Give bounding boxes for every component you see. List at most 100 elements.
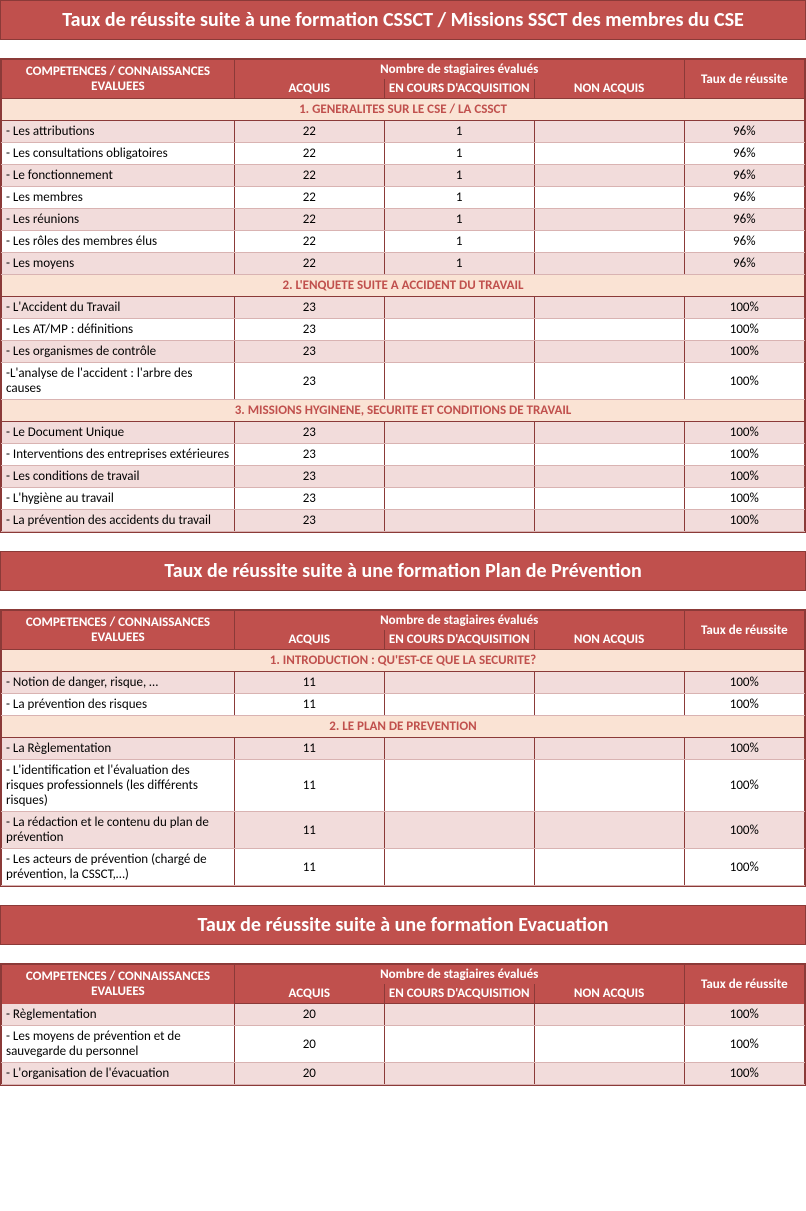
cell-label: - La rédaction et le contenu du plan de … (2, 812, 235, 849)
table-row: - La rédaction et le contenu du plan de … (2, 812, 805, 849)
cell-acquis: 23 (234, 466, 384, 488)
data-table: COMPETENCES / CONNAISSANCES EVALUEESNomb… (1, 59, 805, 532)
cell-acquis: 23 (234, 422, 384, 444)
cell-nonacquis (534, 672, 684, 694)
group-header-cell: 3. MISSIONS HYGINENE, SECURITE ET CONDIT… (2, 400, 805, 422)
section-title: Taux de réussite suite à une formation C… (0, 0, 806, 40)
spacer (0, 40, 806, 58)
report-section: Taux de réussite suite à une formation C… (0, 0, 806, 533)
cell-label: - Les attributions (2, 121, 235, 143)
cell-nonacquis (534, 510, 684, 532)
cell-acquis: 23 (234, 341, 384, 363)
cell-label: - L'hygiène au travail (2, 488, 235, 510)
cell-label: - L'Accident du Travail (2, 297, 235, 319)
cell-label: - Les membres (2, 187, 235, 209)
cell-nonacquis (534, 209, 684, 231)
col-header-acquis: ACQUIS (234, 79, 384, 99)
col-header-nonacquis: NON ACQUIS (534, 630, 684, 650)
col-header-competences: COMPETENCES / CONNAISSANCES EVALUEES (2, 60, 235, 99)
cell-nonacquis (534, 231, 684, 253)
table-row: - Les moyens22196% (2, 253, 805, 275)
cell-acquis: 11 (234, 849, 384, 886)
cell-label: - Règlementation (2, 1004, 235, 1026)
cell-encours: 1 (384, 165, 534, 187)
table-header-row: COMPETENCES / CONNAISSANCES EVALUEESNomb… (2, 611, 805, 631)
cell-label: - Le fonctionnement (2, 165, 235, 187)
group-header-cell: 1. GENERALITES SUR LE CSE / LA CSSCT (2, 99, 805, 121)
cell-taux: 100% (684, 341, 804, 363)
cell-taux: 100% (684, 812, 804, 849)
table-wrap: COMPETENCES / CONNAISSANCES EVALUEESNomb… (0, 609, 806, 887)
cell-acquis: 23 (234, 510, 384, 532)
cell-taux: 100% (684, 488, 804, 510)
col-header-acquis: ACQUIS (234, 630, 384, 650)
col-header-encours: EN COURS D'ACQUISITION (384, 984, 534, 1004)
col-header-acquis: ACQUIS (234, 984, 384, 1004)
cell-taux: 100% (684, 1063, 804, 1085)
cell-nonacquis (534, 488, 684, 510)
spacer (0, 945, 806, 963)
table-row: - L'organisation de l'évacuation20100% (2, 1063, 805, 1085)
table-row: - Les organismes de contrôle23100% (2, 341, 805, 363)
cell-taux: 96% (684, 165, 804, 187)
group-header-row: 2. L'ENQUETE SUITE A ACCIDENT DU TRAVAIL (2, 275, 805, 297)
table-row: - L'Accident du Travail23100% (2, 297, 805, 319)
cell-nonacquis (534, 165, 684, 187)
cell-nonacquis (534, 143, 684, 165)
cell-nonacquis (534, 319, 684, 341)
cell-encours (384, 488, 534, 510)
cell-encours: 1 (384, 143, 534, 165)
cell-nonacquis (534, 444, 684, 466)
cell-acquis: 23 (234, 444, 384, 466)
cell-nonacquis (534, 121, 684, 143)
cell-acquis: 22 (234, 209, 384, 231)
table-row: - La Règlementation11100% (2, 738, 805, 760)
cell-encours (384, 422, 534, 444)
cell-taux: 100% (684, 738, 804, 760)
cell-label: - Les réunions (2, 209, 235, 231)
cell-taux: 100% (684, 1004, 804, 1026)
col-header-taux: Taux de réussite (684, 965, 804, 1004)
cell-acquis: 22 (234, 187, 384, 209)
table-row: - Le Document Unique23100% (2, 422, 805, 444)
col-header-nonacquis: NON ACQUIS (534, 984, 684, 1004)
cell-taux: 96% (684, 187, 804, 209)
col-header-taux: Taux de réussite (684, 60, 804, 99)
table-row: - Les réunions22196% (2, 209, 805, 231)
cell-nonacquis (534, 363, 684, 400)
cell-encours: 1 (384, 121, 534, 143)
cell-encours (384, 812, 534, 849)
table-wrap: COMPETENCES / CONNAISSANCES EVALUEESNomb… (0, 58, 806, 533)
cell-label: - La Règlementation (2, 738, 235, 760)
cell-label: - Les moyens de prévention et de sauvega… (2, 1026, 235, 1063)
cell-nonacquis (534, 812, 684, 849)
table-header-row: COMPETENCES / CONNAISSANCES EVALUEESNomb… (2, 965, 805, 985)
cell-acquis: 20 (234, 1026, 384, 1063)
cell-nonacquis (534, 341, 684, 363)
table-row: -L'analyse de l'accident : l'arbre des c… (2, 363, 805, 400)
cell-encours (384, 363, 534, 400)
table-row: - Les conditions de travail23100% (2, 466, 805, 488)
cell-acquis: 20 (234, 1004, 384, 1026)
table-row: - Les AT/MP : définitions23100% (2, 319, 805, 341)
cell-encours: 1 (384, 209, 534, 231)
cell-encours: 1 (384, 187, 534, 209)
cell-acquis: 23 (234, 319, 384, 341)
cell-nonacquis (534, 694, 684, 716)
cell-nonacquis (534, 1004, 684, 1026)
cell-encours (384, 1026, 534, 1063)
table-row: - Notion de danger, risque, …11100% (2, 672, 805, 694)
cell-acquis: 22 (234, 231, 384, 253)
data-table: COMPETENCES / CONNAISSANCES EVALUEESNomb… (1, 964, 805, 1085)
cell-acquis: 11 (234, 760, 384, 812)
cell-taux: 100% (684, 672, 804, 694)
spacer (0, 591, 806, 609)
cell-label: - Notion de danger, risque, … (2, 672, 235, 694)
cell-nonacquis (534, 849, 684, 886)
cell-taux: 100% (684, 694, 804, 716)
table-row: - Interventions des entreprises extérieu… (2, 444, 805, 466)
col-header-taux: Taux de réussite (684, 611, 804, 650)
table-row: - Les moyens de prévention et de sauvega… (2, 1026, 805, 1063)
cell-nonacquis (534, 1026, 684, 1063)
cell-acquis: 23 (234, 488, 384, 510)
